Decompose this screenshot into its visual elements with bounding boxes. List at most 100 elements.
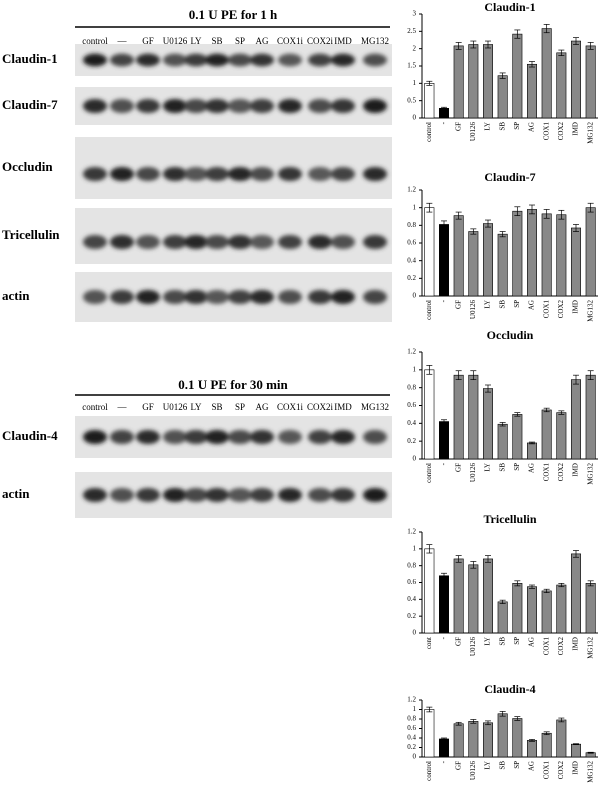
band	[205, 290, 229, 304]
error-bar	[543, 24, 550, 34]
band	[163, 99, 187, 113]
bar	[439, 224, 449, 297]
band	[278, 488, 302, 502]
band	[163, 488, 187, 502]
lane-label: SP	[235, 36, 245, 46]
x-tick-label: COX1	[542, 122, 550, 141]
bar	[439, 107, 449, 119]
band	[363, 430, 387, 444]
error-bar	[426, 365, 433, 375]
bar	[439, 575, 449, 634]
band	[308, 235, 332, 249]
x-tick-label: U0126	[469, 300, 477, 320]
band	[163, 53, 187, 67]
band	[83, 235, 107, 249]
y-tick-label: 0.6	[407, 724, 416, 732]
band	[228, 99, 252, 113]
error-bar	[470, 719, 477, 724]
x-tick-label: SB	[498, 637, 506, 646]
bands	[83, 99, 387, 113]
band	[184, 290, 208, 304]
band	[363, 290, 387, 304]
band	[331, 167, 355, 181]
x-tick-label: LY	[484, 463, 492, 472]
y-tick-label: 0.2	[407, 743, 416, 751]
x-tick-label: -	[440, 462, 448, 465]
band	[184, 167, 208, 181]
bar	[483, 223, 493, 297]
x-tick-label: LY	[484, 761, 492, 770]
error-bar	[529, 61, 535, 68]
x-tick-label: SP	[513, 463, 521, 471]
row-label: Claudin-7	[2, 97, 58, 112]
error-bar	[573, 224, 579, 232]
error-bar	[543, 407, 550, 413]
x-tick-label: -	[440, 121, 448, 124]
chart-title: Occludin	[487, 328, 534, 342]
error-bar	[470, 228, 477, 235]
x-tick-label: COX1	[542, 300, 550, 319]
y-tick-label: 0.8	[407, 383, 416, 391]
x-tick-label: COX2	[557, 300, 565, 319]
bar	[439, 421, 449, 460]
band	[110, 53, 134, 67]
band	[228, 167, 252, 181]
y-tick-label: 2	[413, 44, 417, 52]
bar	[483, 44, 493, 119]
y-tick-label: 0.4	[407, 256, 416, 264]
error-bar	[514, 29, 521, 39]
error-bar	[426, 80, 433, 86]
error-bar	[470, 370, 477, 380]
x-tick-label: COX1	[542, 463, 550, 482]
x-tick-label: -	[440, 636, 448, 639]
y-tick-label: 1	[413, 705, 417, 713]
bar	[512, 583, 523, 634]
bar	[468, 374, 479, 460]
band	[110, 290, 134, 304]
x-tick-label: AG	[528, 761, 536, 771]
bands	[83, 167, 387, 181]
y-tick-label: 1	[413, 544, 417, 552]
x-tick-label: GF	[454, 463, 462, 472]
y-tick-label: 0.4	[407, 734, 416, 742]
bar	[541, 409, 552, 460]
lane-label: control	[82, 402, 108, 412]
bar	[453, 723, 464, 758]
y-tick-label: 0.5	[407, 96, 416, 104]
error-bar	[514, 412, 521, 417]
band	[83, 99, 107, 113]
x-tick-label: MG132	[586, 761, 594, 783]
x-tick-label: U0126	[469, 463, 477, 483]
y-tick-label: 0.8	[407, 561, 416, 569]
error-bar	[470, 561, 477, 569]
band	[278, 99, 302, 113]
lane-label: COX1i	[277, 36, 304, 46]
bar	[556, 719, 567, 758]
error-bar	[426, 202, 433, 213]
band	[110, 488, 134, 502]
band	[250, 235, 274, 249]
band	[308, 167, 332, 181]
x-tick-label: AG	[528, 463, 536, 473]
error-bar	[485, 720, 491, 726]
y-tick-label: 1.2	[407, 528, 416, 536]
bar	[453, 374, 464, 460]
band	[83, 430, 107, 444]
bar	[468, 721, 479, 758]
bar	[468, 44, 479, 119]
error-bar	[514, 580, 521, 587]
x-tick-label: AG	[528, 637, 536, 647]
bar	[556, 214, 567, 297]
band	[228, 430, 252, 444]
bar	[424, 369, 435, 460]
band	[250, 99, 274, 113]
chart-title: Claudin-4	[484, 682, 535, 696]
error-bar	[573, 37, 579, 45]
band	[136, 53, 160, 67]
bar	[512, 33, 523, 119]
y-tick-label: 1.2	[407, 186, 416, 194]
x-tick-label: control	[425, 761, 433, 781]
bar	[483, 722, 493, 758]
x-tick-label: LY	[484, 300, 492, 309]
error-bar	[485, 219, 491, 228]
